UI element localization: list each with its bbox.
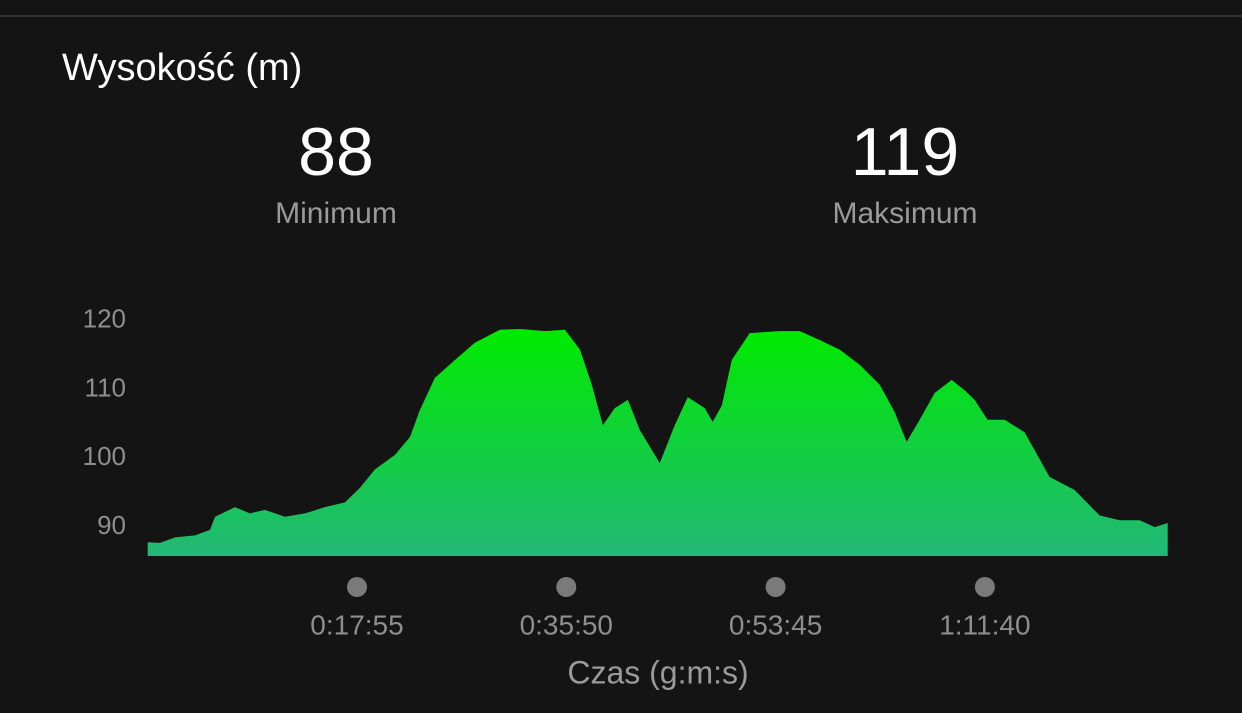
y-tick-label: 110 <box>85 372 126 402</box>
y-tick-label: 90 <box>97 510 126 540</box>
x-tick-dot <box>346 577 367 597</box>
x-tick-dot <box>556 577 577 597</box>
stat-value: 119 <box>851 114 959 190</box>
x-tick-label: 0:53:45 <box>729 609 822 640</box>
stat-label: Minimum <box>275 197 397 230</box>
x-tick-label: 0:35:50 <box>520 609 613 640</box>
area <box>147 329 1168 556</box>
stat-label: Maksimum <box>832 197 977 230</box>
chart-title: Wysokość (m) <box>62 47 302 89</box>
x-tick-dot <box>974 577 995 597</box>
y-tick-label: 100 <box>83 441 126 471</box>
x-tick-label: 1:11:40 <box>939 609 1030 640</box>
y-tick-label: 120 <box>83 304 126 334</box>
x-axis-label: Czas (g:m:s) <box>567 654 748 690</box>
x-tick-dot <box>765 577 786 597</box>
x-tick-label: 0:17:55 <box>310 609 403 640</box>
stat-value: 88 <box>298 114 374 190</box>
